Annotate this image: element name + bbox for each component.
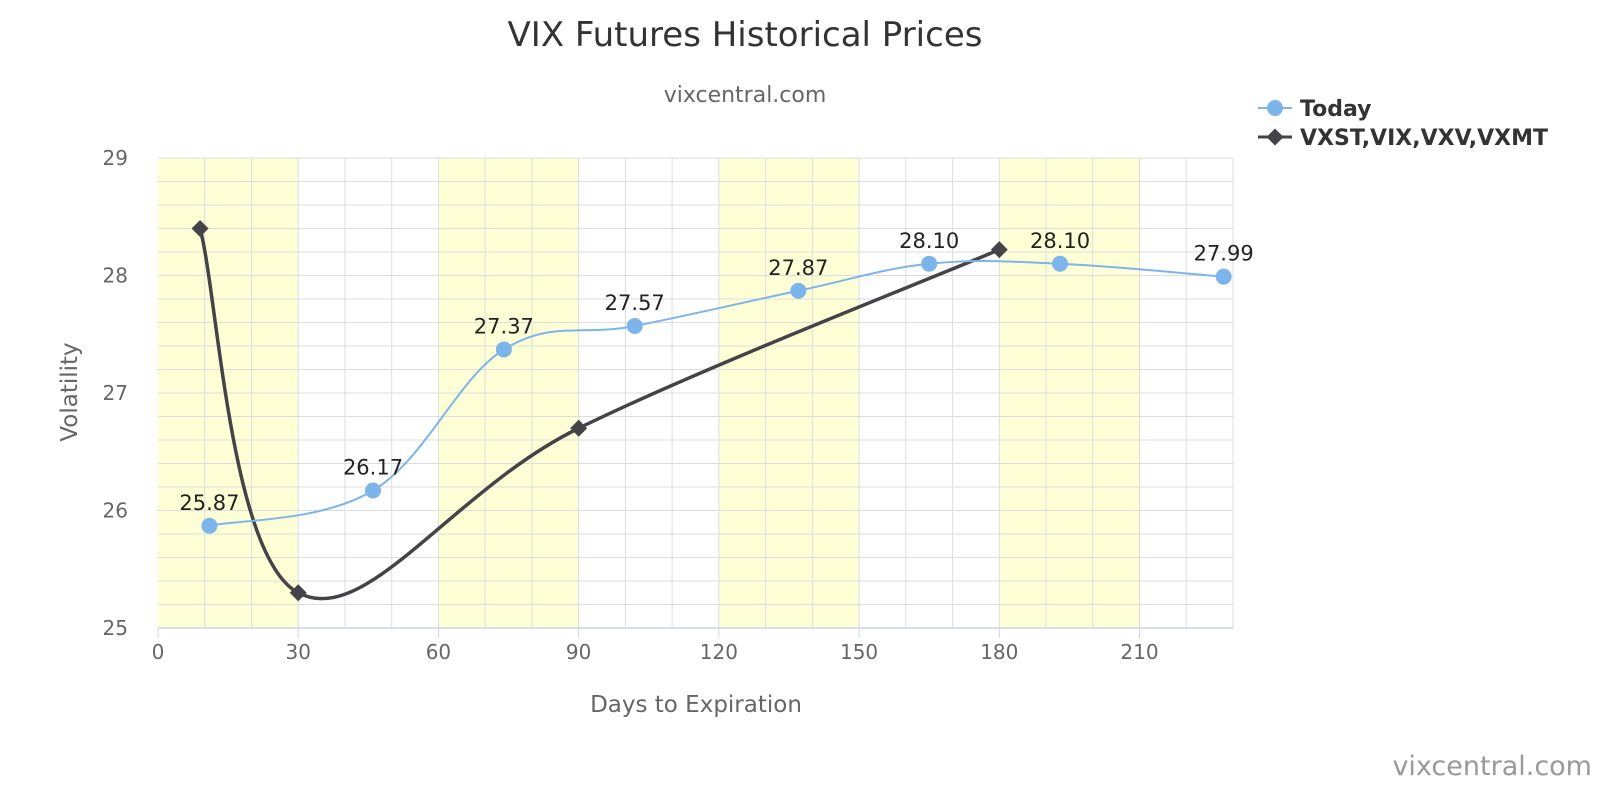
series-lines <box>198 226 1225 601</box>
y-tick-label: 29 <box>103 146 128 170</box>
x-tick-label: 150 <box>840 640 878 664</box>
data-labels: 25.87 26.17 27.37 27.57 27.87 28.10 28.10 27.99 <box>179 229 1253 515</box>
series-line-1 <box>198 226 1002 601</box>
y-tick-label: 27 <box>103 381 128 405</box>
series-0-point-6[interactable] <box>1052 255 1069 272</box>
y-tick-label: 25 <box>103 616 128 640</box>
x-tick-label: 60 <box>426 640 451 664</box>
data-label: 28.10 <box>1030 229 1090 253</box>
series-0-point-5[interactable] <box>921 255 938 272</box>
series-1-point-3[interactable] <box>990 241 1008 259</box>
series-line-0 <box>208 259 1225 527</box>
legend-item-vxst[interactable]: VXST,VIX,VXV,VXMT <box>1258 126 1548 151</box>
data-label: 26.17 <box>343 456 403 480</box>
x-tick-label: 120 <box>700 640 738 664</box>
x-tick-label: 30 <box>285 640 310 664</box>
series-0-point-1[interactable] <box>365 482 381 499</box>
series-0-point-3[interactable] <box>626 318 643 335</box>
x-tick-label: 210 <box>1120 640 1158 664</box>
series-0-point-4[interactable] <box>790 282 807 299</box>
series-1-point-2[interactable] <box>570 419 588 437</box>
legend-item-today[interactable]: Today <box>1258 97 1371 122</box>
credit[interactable]: vixcentral.com <box>1392 751 1592 782</box>
data-label: 27.87 <box>768 256 828 280</box>
data-label: 28.10 <box>899 229 959 253</box>
series-markers <box>191 220 1232 602</box>
chart-subtitle: vixcentral.com <box>664 83 827 108</box>
legend: Today VXST,VIX,VXV,VXMT <box>1258 97 1548 151</box>
data-label: 27.57 <box>605 291 665 315</box>
x-tick-label: 0 <box>152 640 165 664</box>
y-tick-label: 28 <box>103 264 128 288</box>
axes: 0 30 60 90 120 150 180 210 25 26 27 28 29 <box>103 146 1233 664</box>
x-axis-label: Days to Expiration <box>590 692 802 718</box>
series-1-point-0[interactable] <box>191 220 209 237</box>
data-label: 27.37 <box>474 315 534 339</box>
y-axis-label: Volatility <box>57 342 83 441</box>
legend-vxst-label: VXST,VIX,VXV,VXMT <box>1300 126 1548 151</box>
series-0-point-0[interactable] <box>201 517 218 534</box>
chart-title: VIX Futures Historical Prices <box>508 15 983 55</box>
series-0-point-2[interactable] <box>495 341 512 358</box>
data-label: 25.87 <box>179 491 239 515</box>
x-tick-label: 180 <box>980 640 1018 664</box>
y-tick-label: 26 <box>103 499 128 523</box>
series-1-point-1[interactable] <box>289 584 307 602</box>
series-0-point-7[interactable] <box>1215 268 1232 285</box>
legend-vxst-marker <box>1266 128 1284 146</box>
grid-lines <box>158 157 1234 628</box>
legend-today-label: Today <box>1300 97 1371 122</box>
legend-today-marker <box>1267 100 1283 116</box>
x-tick-label: 90 <box>566 640 591 664</box>
data-label: 27.99 <box>1194 242 1254 266</box>
